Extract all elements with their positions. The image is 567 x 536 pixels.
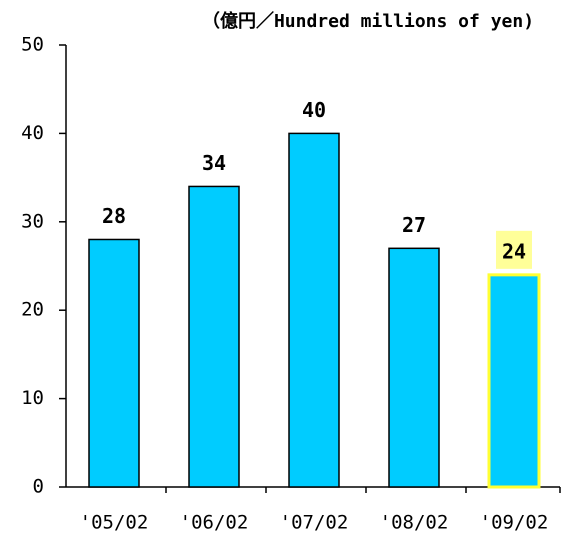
x-tick-label: '09/02 (480, 512, 549, 534)
y-tick-label: 20 (21, 299, 44, 321)
x-tick-label: '07/02 (280, 512, 349, 534)
value-label: 40 (302, 98, 326, 122)
bar (388, 247, 440, 488)
y-tick-label: 40 (21, 122, 44, 144)
bar (487, 273, 541, 489)
value-label: 28 (102, 204, 126, 228)
value-label: 27 (402, 213, 426, 237)
y-tick-label: 30 (21, 210, 44, 232)
bar (88, 238, 140, 488)
value-label: 24 (502, 239, 526, 263)
y-tick-label: 0 (33, 476, 44, 498)
label-highlight (496, 230, 532, 269)
x-tick-label: '06/02 (180, 512, 249, 534)
y-tick-label: 10 (21, 387, 44, 409)
bar (188, 185, 240, 488)
bar (288, 132, 340, 488)
value-label: 34 (202, 151, 226, 175)
y-tick-label: 50 (21, 34, 44, 56)
chart-title: （億円／Hundred millions of yen) (202, 10, 534, 32)
x-tick-label: '08/02 (380, 512, 449, 534)
x-tick-label: '05/02 (80, 512, 149, 534)
